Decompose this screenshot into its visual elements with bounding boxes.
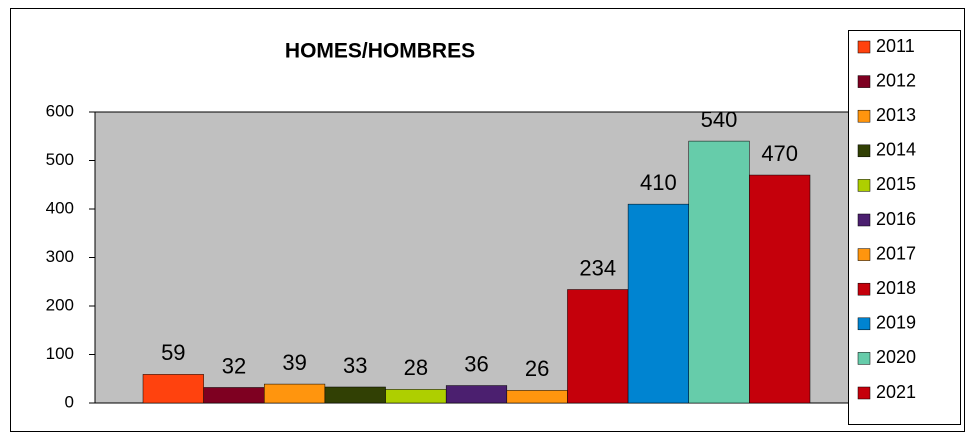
- legend-swatch: [857, 109, 871, 123]
- bar: [506, 390, 568, 404]
- legend-swatch: [857, 40, 871, 54]
- bar: [385, 389, 447, 404]
- data-label: 470: [761, 141, 798, 166]
- bar: [627, 203, 689, 404]
- bar: [567, 289, 629, 404]
- data-label: 410: [640, 170, 677, 195]
- data-label: 39: [282, 350, 306, 375]
- legend-swatch: [857, 317, 871, 331]
- legend-label: 2013: [876, 105, 916, 125]
- y-tick-label: 0: [65, 392, 74, 411]
- data-label: 59: [161, 340, 185, 365]
- legend-label: 2015: [876, 174, 916, 194]
- bar: [688, 140, 750, 404]
- bar: [749, 174, 811, 404]
- bar: [324, 386, 386, 404]
- legend-swatch: [857, 75, 871, 88]
- legend-swatch: [857, 282, 871, 296]
- legend-swatch: [857, 179, 871, 192]
- y-tick-label: 300: [46, 247, 74, 266]
- chart-title: HOMES/HOMBRES: [285, 40, 475, 63]
- y-tick-label: 100: [46, 344, 74, 363]
- data-label: 32: [222, 353, 246, 378]
- data-label: 234: [579, 255, 616, 280]
- legend-label: 2018: [876, 278, 916, 298]
- legend-swatch: [857, 386, 871, 400]
- data-label: 28: [404, 355, 428, 380]
- bar: [445, 385, 508, 404]
- legend-label: 2017: [876, 243, 916, 263]
- legend-swatch: [857, 213, 871, 227]
- y-tick-label: 200: [46, 295, 74, 314]
- y-tick-label: 600: [46, 101, 74, 120]
- legend-label: 2011: [876, 36, 915, 56]
- y-tick-label: 500: [46, 150, 74, 169]
- data-label: 540: [701, 107, 738, 132]
- legend-label: 2016: [876, 209, 916, 229]
- legend-swatch: [857, 352, 871, 365]
- legend-swatch: [857, 248, 871, 261]
- data-label: 36: [464, 351, 488, 376]
- legend-label: 2020: [876, 347, 916, 367]
- data-label: 33: [343, 353, 367, 378]
- bar: [264, 383, 326, 404]
- bar: [142, 374, 204, 404]
- legend-swatch: [857, 144, 871, 158]
- legend-label: 2019: [876, 313, 916, 333]
- legend-label: 2014: [876, 140, 916, 160]
- legend-label: 2012: [876, 70, 916, 90]
- bar: [203, 387, 265, 404]
- y-tick-label: 400: [46, 198, 74, 217]
- legend-label: 2021: [876, 382, 916, 402]
- data-label: 26: [525, 356, 549, 381]
